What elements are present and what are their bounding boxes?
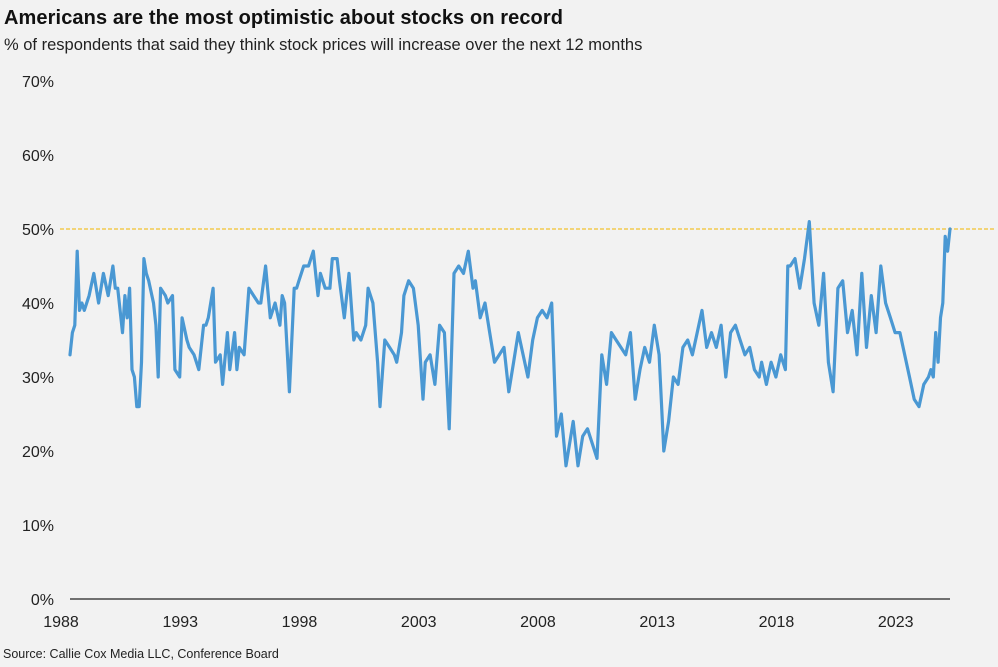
y-tick-label: 50% <box>22 222 54 239</box>
y-tick-label: 10% <box>22 518 54 535</box>
x-tick-label: 2008 <box>520 614 556 631</box>
chart-title: Americans are the most optimistic about … <box>4 7 564 29</box>
source-note: Source: Callie Cox Media LLC, Conference… <box>3 647 279 661</box>
series-line <box>68 220 952 468</box>
x-tick-label: 1998 <box>282 614 318 631</box>
x-tick-label: 2003 <box>401 614 437 631</box>
x-axis-ticks: 1988 1993 1998 2003 2008 2013 2018 2023 <box>43 614 913 631</box>
x-tick-label: 1993 <box>162 614 198 631</box>
y-tick-label: 0% <box>31 592 54 609</box>
chart-subtitle: % of respondents that said they think st… <box>4 36 643 54</box>
x-tick-label: 2023 <box>878 614 914 631</box>
y-tick-label: 70% <box>22 74 54 91</box>
y-tick-label: 60% <box>22 148 54 165</box>
y-tick-label: 30% <box>22 370 54 387</box>
y-tick-label: 20% <box>22 444 54 461</box>
x-tick-label: 2018 <box>759 614 795 631</box>
y-axis-ticks: 0% 10% 20% 30% 40% 50% 60% 70% <box>22 74 54 609</box>
x-tick-label: 2013 <box>639 614 675 631</box>
x-tick-label: 1988 <box>43 614 79 631</box>
y-tick-label: 40% <box>22 296 54 313</box>
